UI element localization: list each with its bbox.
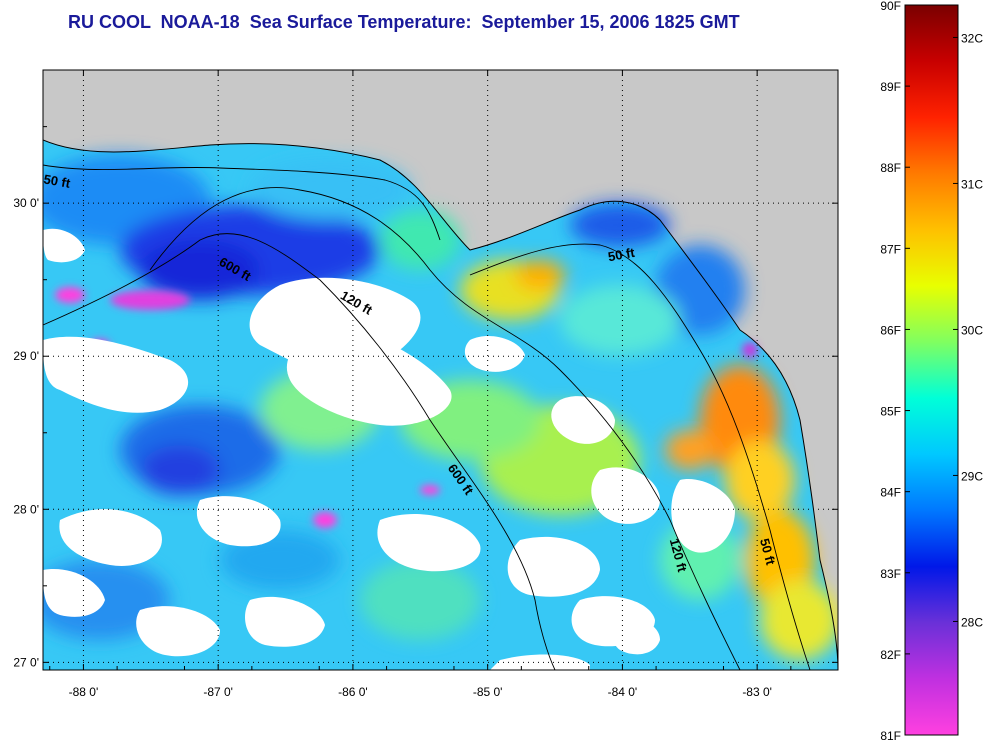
colorbar-label-c: 28C (961, 615, 983, 629)
colorbar-label-f: 81F (880, 729, 901, 743)
contour-600ft (43, 233, 556, 670)
lat-tick-label: 28 0' (13, 502, 39, 516)
colorbar-label-f: 82F (880, 648, 901, 662)
coastline (43, 139, 838, 670)
colorbar-label-c: 29C (961, 469, 983, 483)
colorbar-label-f: 84F (880, 486, 901, 500)
colorbar-label-f: 90F (880, 0, 901, 13)
bathymetry-contours (43, 164, 811, 670)
contour-label: 50 ft (757, 537, 779, 567)
colorbar-label-f: 88F (880, 161, 901, 175)
colorbar-label-f: 87F (880, 242, 901, 256)
colorbar-label-c: 31C (961, 177, 983, 191)
contour-120ft (149, 187, 741, 670)
colorbar-label-f: 89F (880, 80, 901, 94)
cold-spots (55, 287, 758, 528)
cloud-mask (43, 228, 735, 670)
sst-field (43, 155, 838, 660)
lon-tick-label: -83 0' (742, 685, 772, 699)
lon-tick-label: -84 0' (608, 685, 638, 699)
map-title: RU COOL NOAA-18 Sea Surface Temperature:… (68, 12, 740, 32)
lon-tick-label: -88 0' (69, 685, 99, 699)
colorbar-label-f: 83F (880, 567, 901, 581)
gridlines (43, 70, 838, 670)
lat-tick-label: 27 0' (13, 655, 39, 669)
colorbar-label-f: 85F (880, 405, 901, 419)
lon-tick-label: -86 0' (338, 685, 368, 699)
contour-50ft-west (43, 164, 441, 241)
colorbar-label-c: 32C (961, 31, 983, 45)
longitude-labels: -88 0' -87 0' -86 0' -85 0' -84 0' -83 0' (69, 685, 772, 699)
latitude-labels: 30 0' 29 0' 28 0' 27 0' (13, 196, 39, 669)
lat-tick-label: 29 0' (13, 349, 39, 363)
contour-50ft-east (469, 243, 811, 670)
colorbar-label-c: 30C (961, 323, 983, 337)
colorbar-label-f: 86F (880, 323, 901, 337)
axis-ticks (43, 70, 838, 670)
contour-label: 50 ft (42, 171, 72, 191)
map-frame (42, 69, 839, 671)
lon-tick-label: -85 0' (473, 685, 503, 699)
contour-label: 50 ft (607, 245, 637, 265)
colorbar-celsius-labels: 32C31C30C29C28C27C (953, 31, 983, 629)
lat-tick-label: 30 0' (13, 196, 39, 210)
colorbar-fahrenheit-labels: 90F 89F 88F 87F 86F 85F 84F 83F 82F 81F (880, 0, 910, 743)
colorbar (904, 4, 959, 736)
lon-tick-label: -87 0' (203, 685, 233, 699)
